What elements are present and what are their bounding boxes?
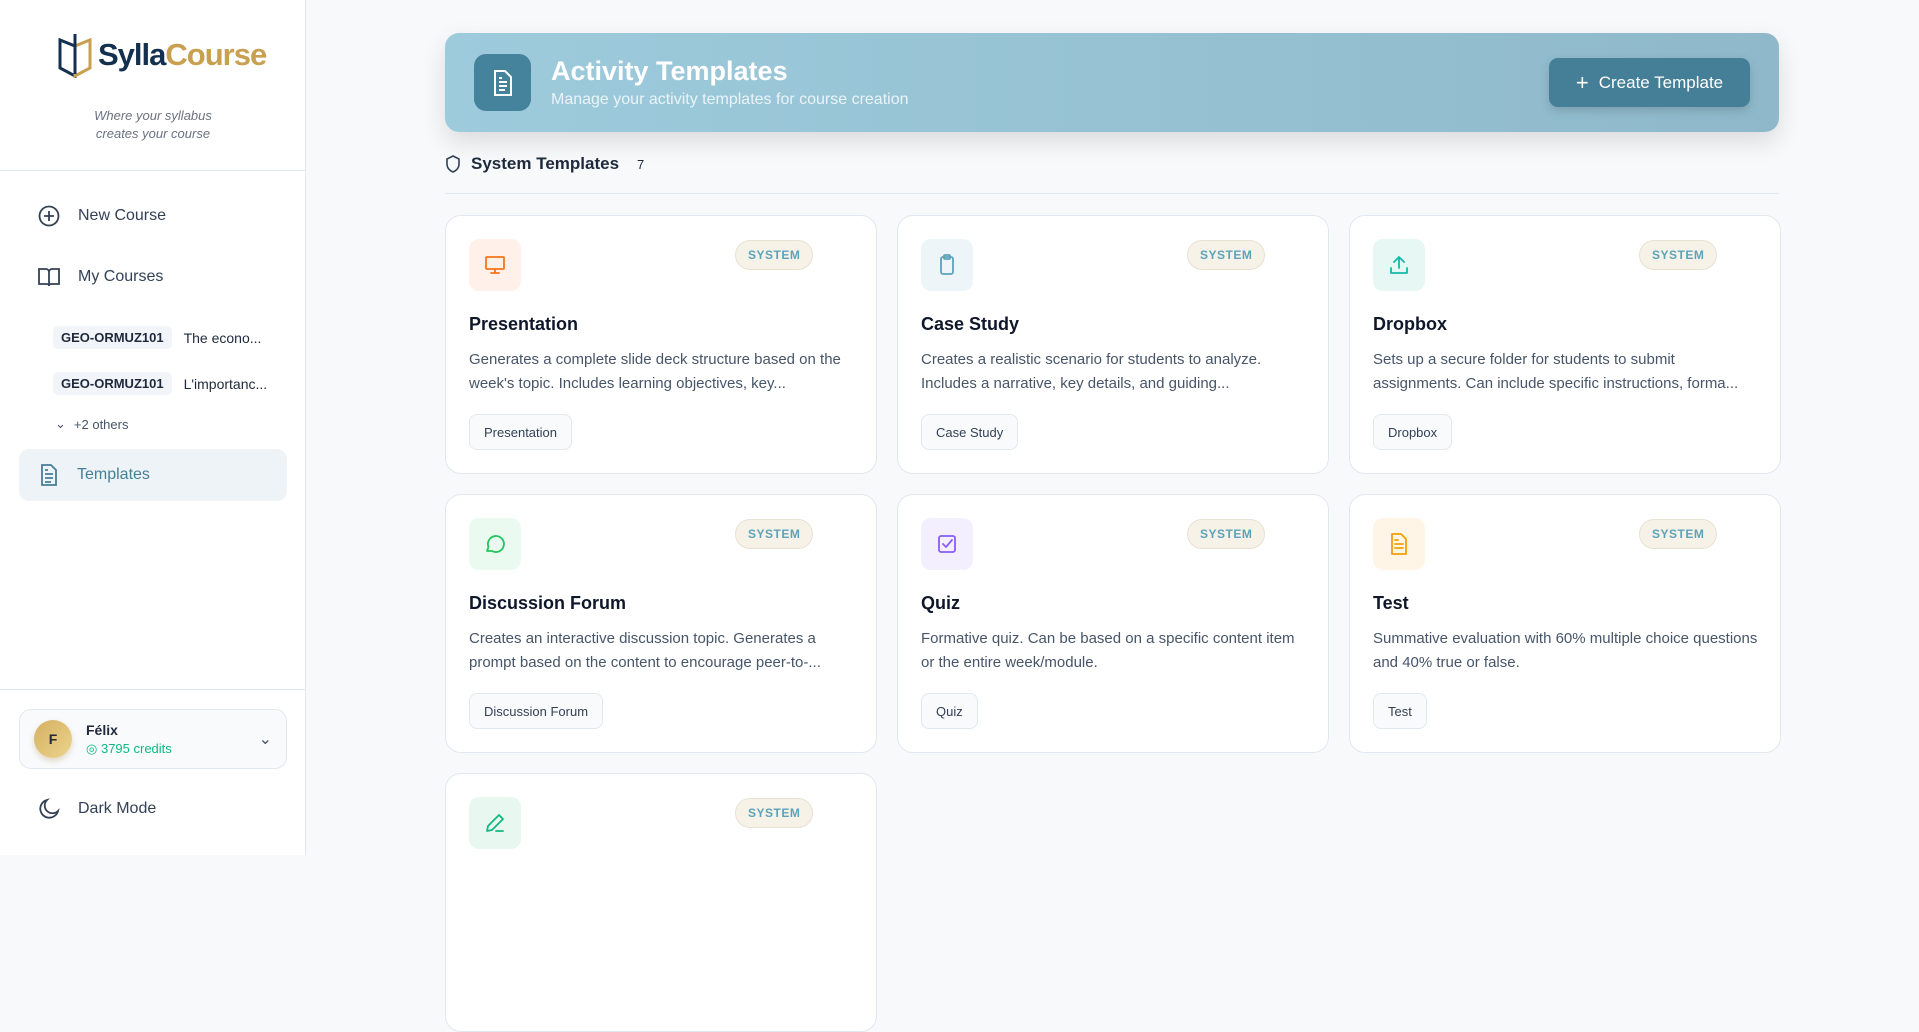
card-tag: Presentation — [469, 414, 572, 450]
create-template-button[interactable]: + Create Template — [1549, 58, 1750, 107]
moon-icon — [39, 798, 60, 819]
card-description: Creates a realistic scenario for student… — [921, 351, 1262, 392]
card-title: Discussion Forum — [469, 593, 627, 613]
card-title: Dropbox — [1373, 314, 1447, 334]
tagline: Where your syllabus creates your course — [0, 107, 306, 143]
nav-label: New Course — [78, 207, 167, 224]
card-tag: Dropbox — [1373, 414, 1453, 450]
plus-circle-icon — [38, 205, 60, 227]
card-description: Formative quiz. Can be based on a specif… — [921, 630, 1295, 671]
book-open-icon — [38, 268, 60, 287]
dark-mode-toggle[interactable]: Dark Mode — [38, 798, 156, 820]
user-name: Félix — [86, 721, 118, 738]
page-header: Activity Templates Manage your activity … — [445, 33, 1779, 132]
logo-name-b: Course — [165, 37, 267, 72]
course-code: GEO-ORMUZ101 — [53, 326, 172, 349]
course-item[interactable]: GEO-ORMUZ101 The econo... — [53, 326, 261, 349]
shield-icon — [446, 155, 460, 173]
nav-my-courses[interactable]: My Courses — [38, 266, 163, 288]
nav-label: Templates — [77, 466, 150, 483]
course-code: GEO-ORMUZ101 — [53, 372, 172, 395]
logo[interactable]: SyllaCourse — [58, 32, 267, 78]
nav-label: Dark Mode — [78, 800, 157, 817]
sidebar: SyllaCourse Where your syllabus creates y… — [0, 0, 306, 855]
system-badge: SYSTEM — [1639, 519, 1718, 549]
section-count: 7 — [637, 156, 645, 172]
card-description: Summative evaluation with 60% multiple c… — [1373, 630, 1758, 671]
document-icon — [41, 464, 57, 486]
logo-book-icon — [58, 34, 92, 78]
system-badge: SYSTEM — [1639, 240, 1718, 270]
divider — [445, 193, 1779, 194]
template-card[interactable]: SYSTEM Case Study Creates a realistic sc… — [897, 215, 1329, 474]
pencil-icon — [469, 797, 521, 849]
template-card[interactable]: SYSTEM Test Summative evaluation with 60… — [1349, 494, 1781, 753]
chevron-down-icon: ⌄ — [258, 731, 272, 748]
checkbox-icon — [921, 518, 973, 570]
card-tag: Case Study — [921, 414, 1019, 450]
document-icon — [1373, 518, 1425, 570]
avatar: F — [34, 720, 72, 758]
system-badge: SYSTEM — [735, 519, 814, 549]
show-more-label: +2 others — [73, 416, 129, 432]
chat-icon — [469, 518, 521, 570]
page-subtitle: Manage your activity templates for cours… — [551, 91, 909, 108]
tagline-line: creates your course — [95, 126, 211, 141]
system-badge: SYSTEM — [1187, 240, 1266, 270]
card-title: Presentation — [469, 314, 579, 334]
card-tag: Quiz — [921, 693, 978, 729]
nav-new-course[interactable]: New Course — [38, 205, 166, 227]
logo-name-a: Sylla — [98, 37, 166, 72]
template-card[interactable]: SYSTEM — [445, 773, 877, 1032]
template-card[interactable]: SYSTEM Dropbox Sets up a secure folder f… — [1349, 215, 1781, 474]
user-credits: 3795 credits — [100, 740, 172, 756]
section-header: System Templates 7 — [445, 154, 644, 174]
chevron-down-icon: ⌄ — [55, 416, 66, 431]
card-title: Case Study — [921, 314, 1020, 334]
section-title: System Templates — [471, 154, 620, 173]
system-badge: SYSTEM — [735, 240, 814, 270]
template-card[interactable]: SYSTEM Discussion Forum Creates an inter… — [445, 494, 877, 753]
tagline-line: Where your syllabus — [94, 108, 212, 123]
plus-icon: + — [1575, 69, 1589, 95]
course-item[interactable]: GEO-ORMUZ101 L'importanc... — [53, 372, 267, 395]
course-title: L'importanc... — [183, 375, 268, 392]
page-title: Activity Templates — [551, 56, 788, 86]
upload-icon — [1373, 239, 1425, 291]
card-tag: Test — [1373, 693, 1427, 729]
document-icon — [474, 54, 531, 111]
create-template-label: Create Template — [1598, 72, 1724, 92]
clipboard-icon — [921, 239, 973, 291]
card-description: Generates a complete slide deck structur… — [469, 351, 841, 392]
nav-templates[interactable]: Templates — [19, 449, 287, 501]
coins-icon: ◎ — [86, 740, 101, 756]
card-title: Test — [1373, 593, 1409, 613]
user-menu[interactable]: F Félix ◎ 3795 credits ⌄ — [19, 709, 287, 769]
course-title: The econo... — [183, 329, 262, 346]
nav-label: My Courses — [78, 268, 164, 285]
card-tag: Discussion Forum — [469, 693, 604, 729]
show-more-courses[interactable]: ⌄ +2 others — [55, 416, 128, 432]
card-description: Creates an interactive discussion topic.… — [469, 630, 821, 671]
divider — [0, 170, 306, 171]
template-card[interactable]: SYSTEM Presentation Generates a complete… — [445, 215, 877, 474]
system-badge: SYSTEM — [735, 798, 814, 828]
divider — [0, 689, 306, 690]
card-title: Quiz — [921, 593, 960, 613]
system-badge: SYSTEM — [1187, 519, 1266, 549]
monitor-icon — [469, 239, 521, 291]
card-description: Sets up a secure folder for students to … — [1373, 351, 1739, 392]
template-card[interactable]: SYSTEM Quiz Formative quiz. Can be based… — [897, 494, 1329, 753]
